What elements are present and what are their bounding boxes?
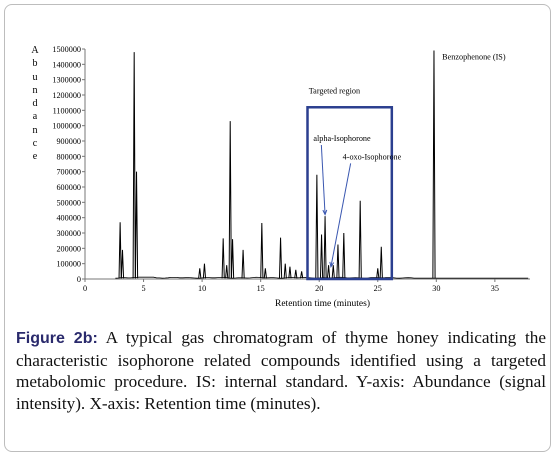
chromatogram-peak bbox=[376, 268, 380, 279]
y-axis-title-letter: a bbox=[32, 111, 38, 123]
chromatogram-peak bbox=[315, 174, 319, 279]
annotation-label: alpha-Isophorone bbox=[313, 134, 371, 143]
y-axis-title-letter: d bbox=[32, 98, 38, 110]
x-tick-label: 0 bbox=[83, 284, 87, 293]
x-tick-label: 25 bbox=[374, 284, 382, 293]
chromatogram-peak bbox=[263, 268, 267, 279]
targeted-region-box bbox=[306, 106, 394, 281]
x-axis-title: Retention time (minutes) bbox=[275, 298, 370, 309]
chromatogram-peak bbox=[278, 237, 283, 279]
y-axis-title-letter: b bbox=[32, 58, 38, 70]
chromatogram-peak bbox=[202, 263, 207, 279]
y-axis-title-letter: n bbox=[32, 124, 38, 136]
y-tick-label: 600000 bbox=[56, 183, 81, 192]
y-tick-label: 1200000 bbox=[52, 91, 81, 100]
chromatogram-peak bbox=[331, 265, 335, 279]
caption-text: A typical gas chromatogram of thyme hone… bbox=[16, 328, 546, 413]
chromatogram-peak bbox=[120, 249, 125, 279]
y-tick-label: 200000 bbox=[56, 244, 81, 253]
figure-frame bbox=[4, 4, 551, 452]
x-tick-label: 30 bbox=[432, 284, 440, 293]
chromatogram-peak bbox=[326, 265, 331, 279]
chromatogram-peak bbox=[319, 234, 324, 279]
chromatogram-peak bbox=[225, 265, 229, 279]
x-tick-label: 10 bbox=[198, 284, 206, 293]
y-axis-title-letter: e bbox=[32, 151, 38, 163]
chromatogram-peak bbox=[432, 50, 436, 279]
annotation-arrow bbox=[330, 163, 352, 267]
y-axis-title-letter: A bbox=[31, 45, 39, 56]
chromatogram-peak bbox=[260, 223, 264, 279]
chromatogram-peak bbox=[358, 200, 362, 279]
annotation-arrowhead bbox=[329, 261, 335, 268]
annotation-arrowhead bbox=[322, 209, 328, 216]
annotation-label: Targeted region bbox=[309, 86, 360, 95]
chromatogram-peak bbox=[134, 171, 139, 279]
x-tick-label: 35 bbox=[491, 284, 499, 293]
y-axis-title-letter: n bbox=[32, 84, 38, 96]
y-tick-label: 0 bbox=[77, 275, 81, 284]
y-tick-label: 100000 bbox=[56, 260, 81, 269]
y-tick-label: 300000 bbox=[56, 229, 81, 238]
y-axis-title-letter: c bbox=[32, 138, 38, 150]
chromatogram-peak bbox=[300, 271, 304, 279]
chromatogram-peak bbox=[228, 121, 232, 279]
chromatogram-peak bbox=[132, 52, 136, 279]
chromatogram-peak bbox=[118, 222, 122, 279]
x-tick-label: 20 bbox=[315, 284, 323, 293]
chromatogram-peak bbox=[198, 268, 202, 279]
chromatogram-peak bbox=[230, 239, 235, 279]
chromatogram-peak bbox=[294, 269, 298, 279]
annotation-label: 4-oxo-Isophorone bbox=[343, 152, 402, 161]
y-tick-label: 1400000 bbox=[52, 60, 81, 69]
y-axis-title-letter: u bbox=[32, 71, 38, 83]
figure-caption: Figure 2b: A typical gas chromatogram of… bbox=[16, 327, 546, 414]
y-tick-label: 700000 bbox=[56, 168, 81, 177]
y-tick-label: 1000000 bbox=[52, 122, 81, 131]
y-tick-label: 400000 bbox=[56, 214, 81, 223]
chromatogram-peak bbox=[323, 216, 327, 279]
y-tick-label: 800000 bbox=[56, 152, 81, 161]
chromatogram-peak bbox=[221, 238, 225, 279]
chromatogram-peak bbox=[379, 246, 383, 279]
figure-label: Figure 2b: bbox=[16, 330, 98, 347]
chromatogram-chart: 0 100000 200000 300000 400000 500000 600000 700… bbox=[52, 45, 530, 309]
annotation-arrow bbox=[320, 144, 326, 215]
chromatogram-peak bbox=[241, 249, 245, 279]
y-tick-label: 1100000 bbox=[53, 106, 81, 115]
y-tick-label: 900000 bbox=[56, 137, 81, 146]
chromatogram-peak bbox=[283, 263, 287, 279]
y-tick-label: 500000 bbox=[56, 198, 81, 207]
chromatogram-peak bbox=[336, 244, 340, 279]
chromatogram-peak bbox=[288, 266, 292, 279]
y-tick-label: 1500000 bbox=[52, 45, 81, 54]
x-tick-label: 5 bbox=[142, 284, 146, 293]
x-tick-label: 15 bbox=[257, 284, 265, 293]
annotation-label: Benzophenone (IS) bbox=[442, 53, 506, 62]
y-tick-label: 1300000 bbox=[52, 76, 81, 85]
chromatogram-peak bbox=[342, 232, 346, 279]
